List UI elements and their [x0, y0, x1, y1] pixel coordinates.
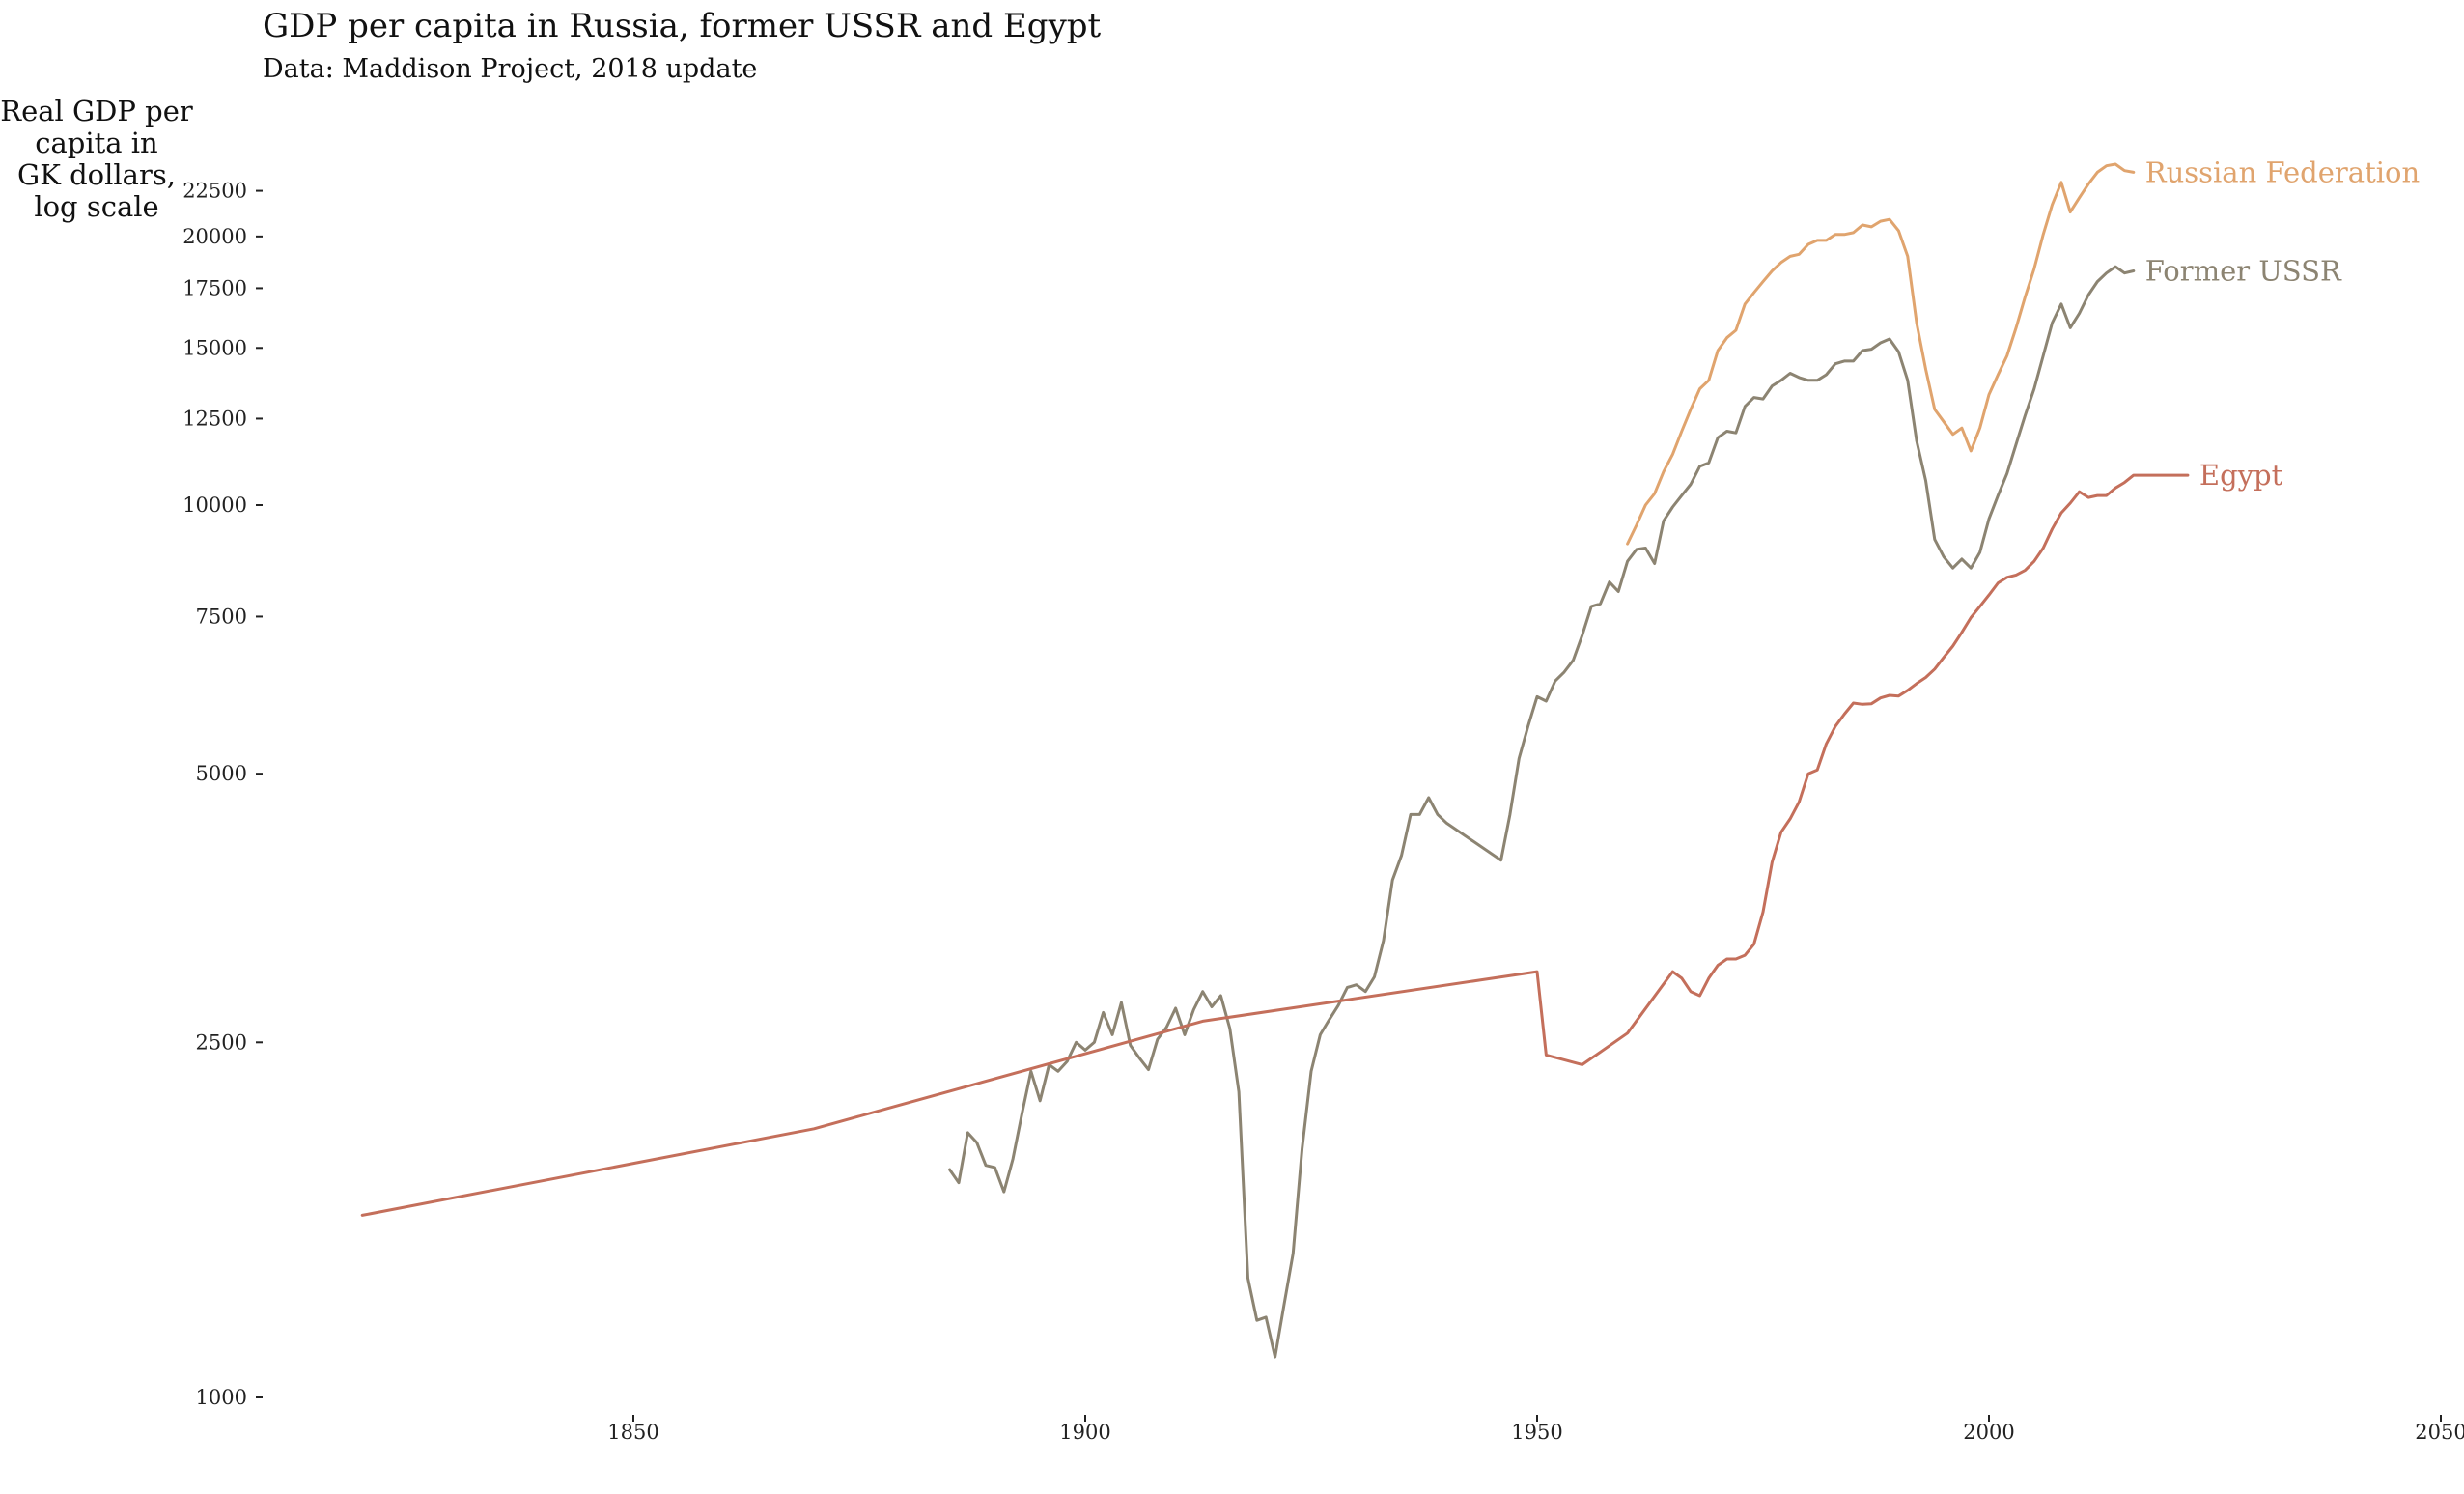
- y-tick-label: 20000: [182, 225, 247, 248]
- y-tick-label: 15000: [182, 336, 247, 359]
- x-tick-label: 1950: [1511, 1421, 1562, 1444]
- y-axis-label-line: Real GDP per: [0, 95, 193, 127]
- series-line-russian-federation: [1626, 162, 2136, 546]
- chart-title: GDP per capita in Russia, former USSR an…: [263, 7, 1102, 45]
- series-label-russian-federation: Russian Federation: [2145, 155, 2420, 188]
- series-label-egypt: Egypt: [2199, 459, 2283, 492]
- y-tick-label: 12500: [182, 407, 247, 430]
- series-line-former-ussr: [948, 265, 2136, 1359]
- x-tick-label: 2000: [1963, 1421, 2014, 1444]
- y-axis-label-line: GK dollars,: [17, 158, 176, 191]
- y-axis-label-line: capita in: [35, 127, 157, 159]
- y-tick-label: 22500: [182, 180, 247, 203]
- x-tick-label: 1850: [607, 1421, 658, 1444]
- y-tick-label: 7500: [196, 605, 247, 628]
- x-axis: 1850 1900 1950 2000 2050: [607, 1415, 2464, 1444]
- series-line-egypt: [360, 473, 2190, 1217]
- y-tick-label: 2500: [196, 1030, 247, 1054]
- y-tick-label: 17500: [182, 276, 247, 299]
- y-tick-label: 1000: [196, 1386, 247, 1409]
- y-axis-label-line: log scale: [34, 190, 158, 223]
- x-tick-label: 2050: [2415, 1421, 2464, 1444]
- series-label-former-ussr: Former USSR: [2145, 254, 2342, 287]
- y-axis-label: Real GDP per capita in GK dollars, log s…: [0, 95, 193, 223]
- y-axis: 1000 2500 5000 7500 10000 12500 15000 17500 2000…: [182, 180, 263, 1409]
- x-tick-label: 1900: [1059, 1421, 1110, 1444]
- y-tick-label: 5000: [196, 762, 247, 785]
- series-layer: Russian Federation Former USSR Egypt: [360, 155, 2420, 1359]
- y-tick-label: 10000: [182, 493, 247, 517]
- chart-subtitle: Data: Maddison Project, 2018 update: [263, 54, 757, 84]
